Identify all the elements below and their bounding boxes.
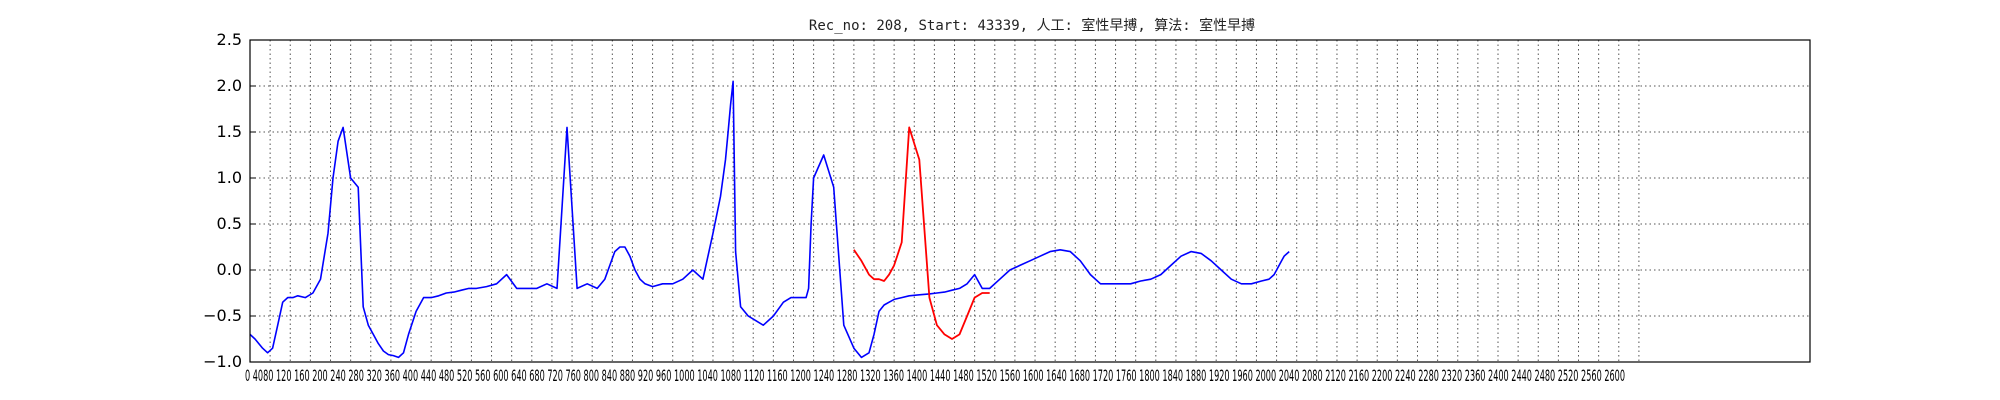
highlight-segment [853,126,990,340]
y-tick-label: −1.0 [203,352,242,371]
y-axis: −1.0 −0.5 0.0 0.5 1.0 1.5 2.0 2.5 [203,30,256,371]
ecg-series-line [249,80,1290,359]
x-tick-labels: 0 4080 120 160 200 240 280 320 360 400 4… [245,366,1625,385]
y-tick-label: 1.0 [217,168,242,187]
grid [249,39,1810,363]
y-tick-label: 2.5 [217,30,242,49]
y-tick-label: 1.5 [217,122,242,141]
y-tick-label: 0.5 [217,214,242,233]
y-tick-label: 0.0 [217,260,242,279]
plot-frame [249,39,1811,363]
y-tick-label: −0.5 [203,306,242,325]
y-tick-label: 2.0 [217,76,242,95]
series-group [249,80,1290,359]
chart-title: Rec_no: 208, Start: 43339, 人工: 室性早搏, 算法:… [809,17,1255,34]
